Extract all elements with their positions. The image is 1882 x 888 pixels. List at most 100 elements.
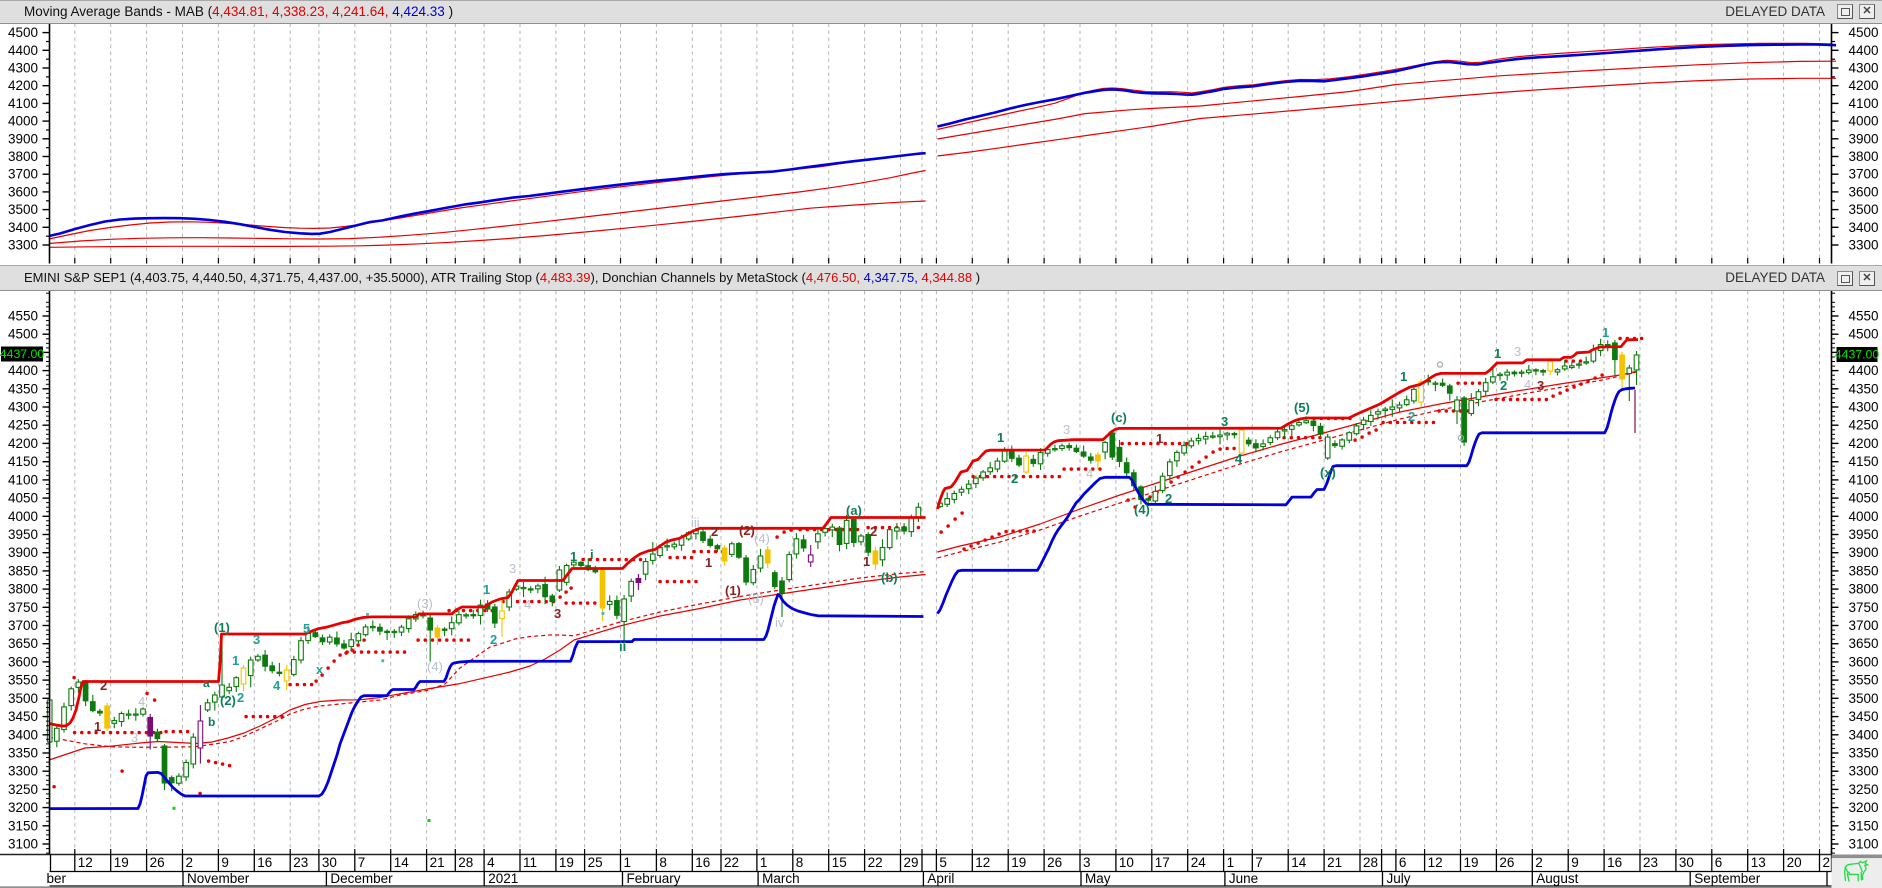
svg-text:(3): (3) <box>748 591 764 606</box>
svg-text:3500: 3500 <box>1849 691 1879 706</box>
svg-text:3: 3 <box>131 730 138 745</box>
svg-text:1: 1 <box>94 719 101 734</box>
svg-text:26: 26 <box>1047 855 1062 870</box>
svg-text:3450: 3450 <box>1849 709 1879 724</box>
svg-text:(4): (4) <box>427 659 443 674</box>
svg-text:6: 6 <box>1399 855 1407 870</box>
svg-text:b: b <box>208 715 215 729</box>
svg-text:3900: 3900 <box>8 131 38 146</box>
svg-text:1: 1 <box>483 582 490 597</box>
svg-text:1: 1 <box>1602 325 1609 340</box>
svg-text:3: 3 <box>509 561 516 576</box>
svg-text:4350: 4350 <box>1849 381 1879 396</box>
svg-text:3: 3 <box>1537 378 1544 393</box>
svg-text:4: 4 <box>138 694 145 709</box>
svg-text:4: 4 <box>1235 451 1243 466</box>
svg-text:February: February <box>627 871 681 886</box>
svg-text:12: 12 <box>78 855 93 870</box>
svg-text:3300: 3300 <box>8 764 38 779</box>
svg-text:3950: 3950 <box>1849 527 1879 542</box>
svg-text:4100: 4100 <box>8 472 38 487</box>
svg-text:2: 2 <box>1500 378 1507 393</box>
svg-text:4500: 4500 <box>8 25 38 40</box>
svg-text:23: 23 <box>1643 855 1658 870</box>
svg-text:8: 8 <box>659 855 667 870</box>
svg-text:ii: ii <box>619 639 626 654</box>
svg-text:(2): (2) <box>739 523 755 538</box>
svg-text:4150: 4150 <box>8 454 38 469</box>
svg-text:29: 29 <box>904 855 919 870</box>
svg-text:1: 1 <box>997 430 1004 445</box>
svg-text:x: x <box>316 662 324 677</box>
svg-text:13: 13 <box>1751 855 1766 870</box>
svg-text:3150: 3150 <box>1849 818 1879 833</box>
svg-text:4500: 4500 <box>8 327 38 342</box>
svg-text:3300: 3300 <box>8 238 38 253</box>
svg-text:16: 16 <box>1607 855 1622 870</box>
svg-text:26: 26 <box>150 855 165 870</box>
svg-text:2: 2 <box>237 690 244 705</box>
svg-text:June: June <box>1229 871 1258 886</box>
svg-text:3150: 3150 <box>8 818 38 833</box>
svg-text:9: 9 <box>221 855 229 870</box>
svg-text:3700: 3700 <box>8 618 38 633</box>
svg-text:14: 14 <box>1291 855 1307 870</box>
svg-text:4: 4 <box>1086 466 1093 481</box>
svg-text:March: March <box>762 871 800 886</box>
svg-text:19: 19 <box>1011 855 1026 870</box>
svg-text:2: 2 <box>100 678 107 693</box>
svg-text:4437.00: 4437.00 <box>1835 348 1880 362</box>
svg-text:3600: 3600 <box>1849 654 1879 669</box>
svg-text:November: November <box>187 871 250 886</box>
svg-text:4350: 4350 <box>8 381 38 396</box>
svg-text:4100: 4100 <box>1849 472 1879 487</box>
svg-text:2: 2 <box>870 524 877 539</box>
svg-text:4100: 4100 <box>8 96 38 111</box>
svg-text:4050: 4050 <box>8 491 38 506</box>
svg-text:3700: 3700 <box>1849 618 1879 633</box>
svg-text:4200: 4200 <box>8 78 38 93</box>
svg-text:4050: 4050 <box>1849 491 1879 506</box>
svg-text:3600: 3600 <box>1849 184 1879 199</box>
svg-text:4550: 4550 <box>8 309 38 324</box>
svg-text:4250: 4250 <box>8 418 38 433</box>
svg-text:2: 2 <box>1408 409 1415 424</box>
svg-text:1: 1 <box>624 855 632 870</box>
svg-text:11: 11 <box>523 855 537 870</box>
svg-text:4000: 4000 <box>8 114 38 129</box>
svg-text:(a): (a) <box>846 503 862 518</box>
svg-text:6: 6 <box>1715 855 1723 870</box>
svg-text:1: 1 <box>1156 431 1163 446</box>
svg-text:4300: 4300 <box>8 61 38 76</box>
svg-text:19: 19 <box>1464 855 1479 870</box>
svg-text:7: 7 <box>358 855 366 870</box>
svg-text:2: 2 <box>1011 471 1018 486</box>
svg-text:19: 19 <box>114 855 129 870</box>
svg-text:(5): (5) <box>1294 400 1310 415</box>
svg-text:4150: 4150 <box>1849 454 1879 469</box>
svg-text:3: 3 <box>554 606 561 621</box>
svg-text:17: 17 <box>1155 855 1170 870</box>
svg-text:August: August <box>1536 871 1578 886</box>
svg-text:3800: 3800 <box>1849 582 1879 597</box>
svg-text:7: 7 <box>1255 855 1263 870</box>
svg-text:3650: 3650 <box>8 636 38 651</box>
svg-text:4250: 4250 <box>1849 418 1879 433</box>
svg-text:3750: 3750 <box>1849 600 1879 615</box>
svg-text:4200: 4200 <box>1849 436 1879 451</box>
svg-text:15: 15 <box>832 855 847 870</box>
svg-text:December: December <box>330 871 393 886</box>
svg-text:1: 1 <box>1227 855 1235 870</box>
svg-text:4300: 4300 <box>1849 400 1879 415</box>
svg-text:3400: 3400 <box>8 727 38 742</box>
svg-text:10: 10 <box>1119 855 1134 870</box>
svg-text:3: 3 <box>1083 855 1091 870</box>
svg-text:2: 2 <box>1165 491 1172 506</box>
svg-text:3900: 3900 <box>8 545 38 560</box>
svg-text:3700: 3700 <box>8 167 38 182</box>
svg-text:1: 1 <box>1494 346 1501 361</box>
svg-text:16: 16 <box>257 855 272 870</box>
svg-text:2021: 2021 <box>488 871 518 886</box>
svg-text:4300: 4300 <box>8 400 38 415</box>
svg-text:4300: 4300 <box>1849 61 1879 76</box>
